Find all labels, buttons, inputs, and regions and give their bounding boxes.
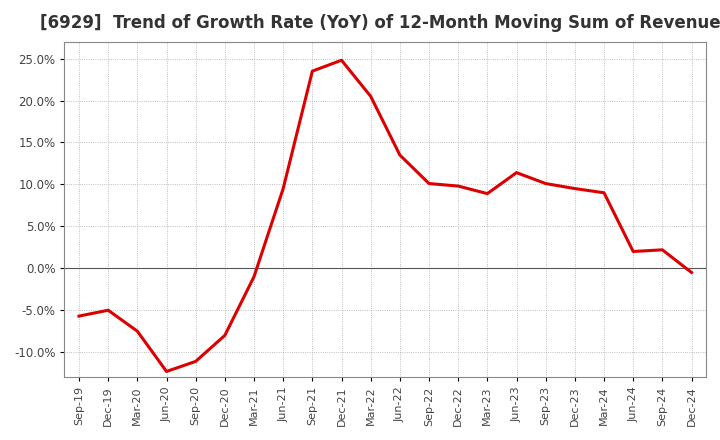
Title: [6929]  Trend of Growth Rate (YoY) of 12-Month Moving Sum of Revenues: [6929] Trend of Growth Rate (YoY) of 12-…: [40, 14, 720, 32]
